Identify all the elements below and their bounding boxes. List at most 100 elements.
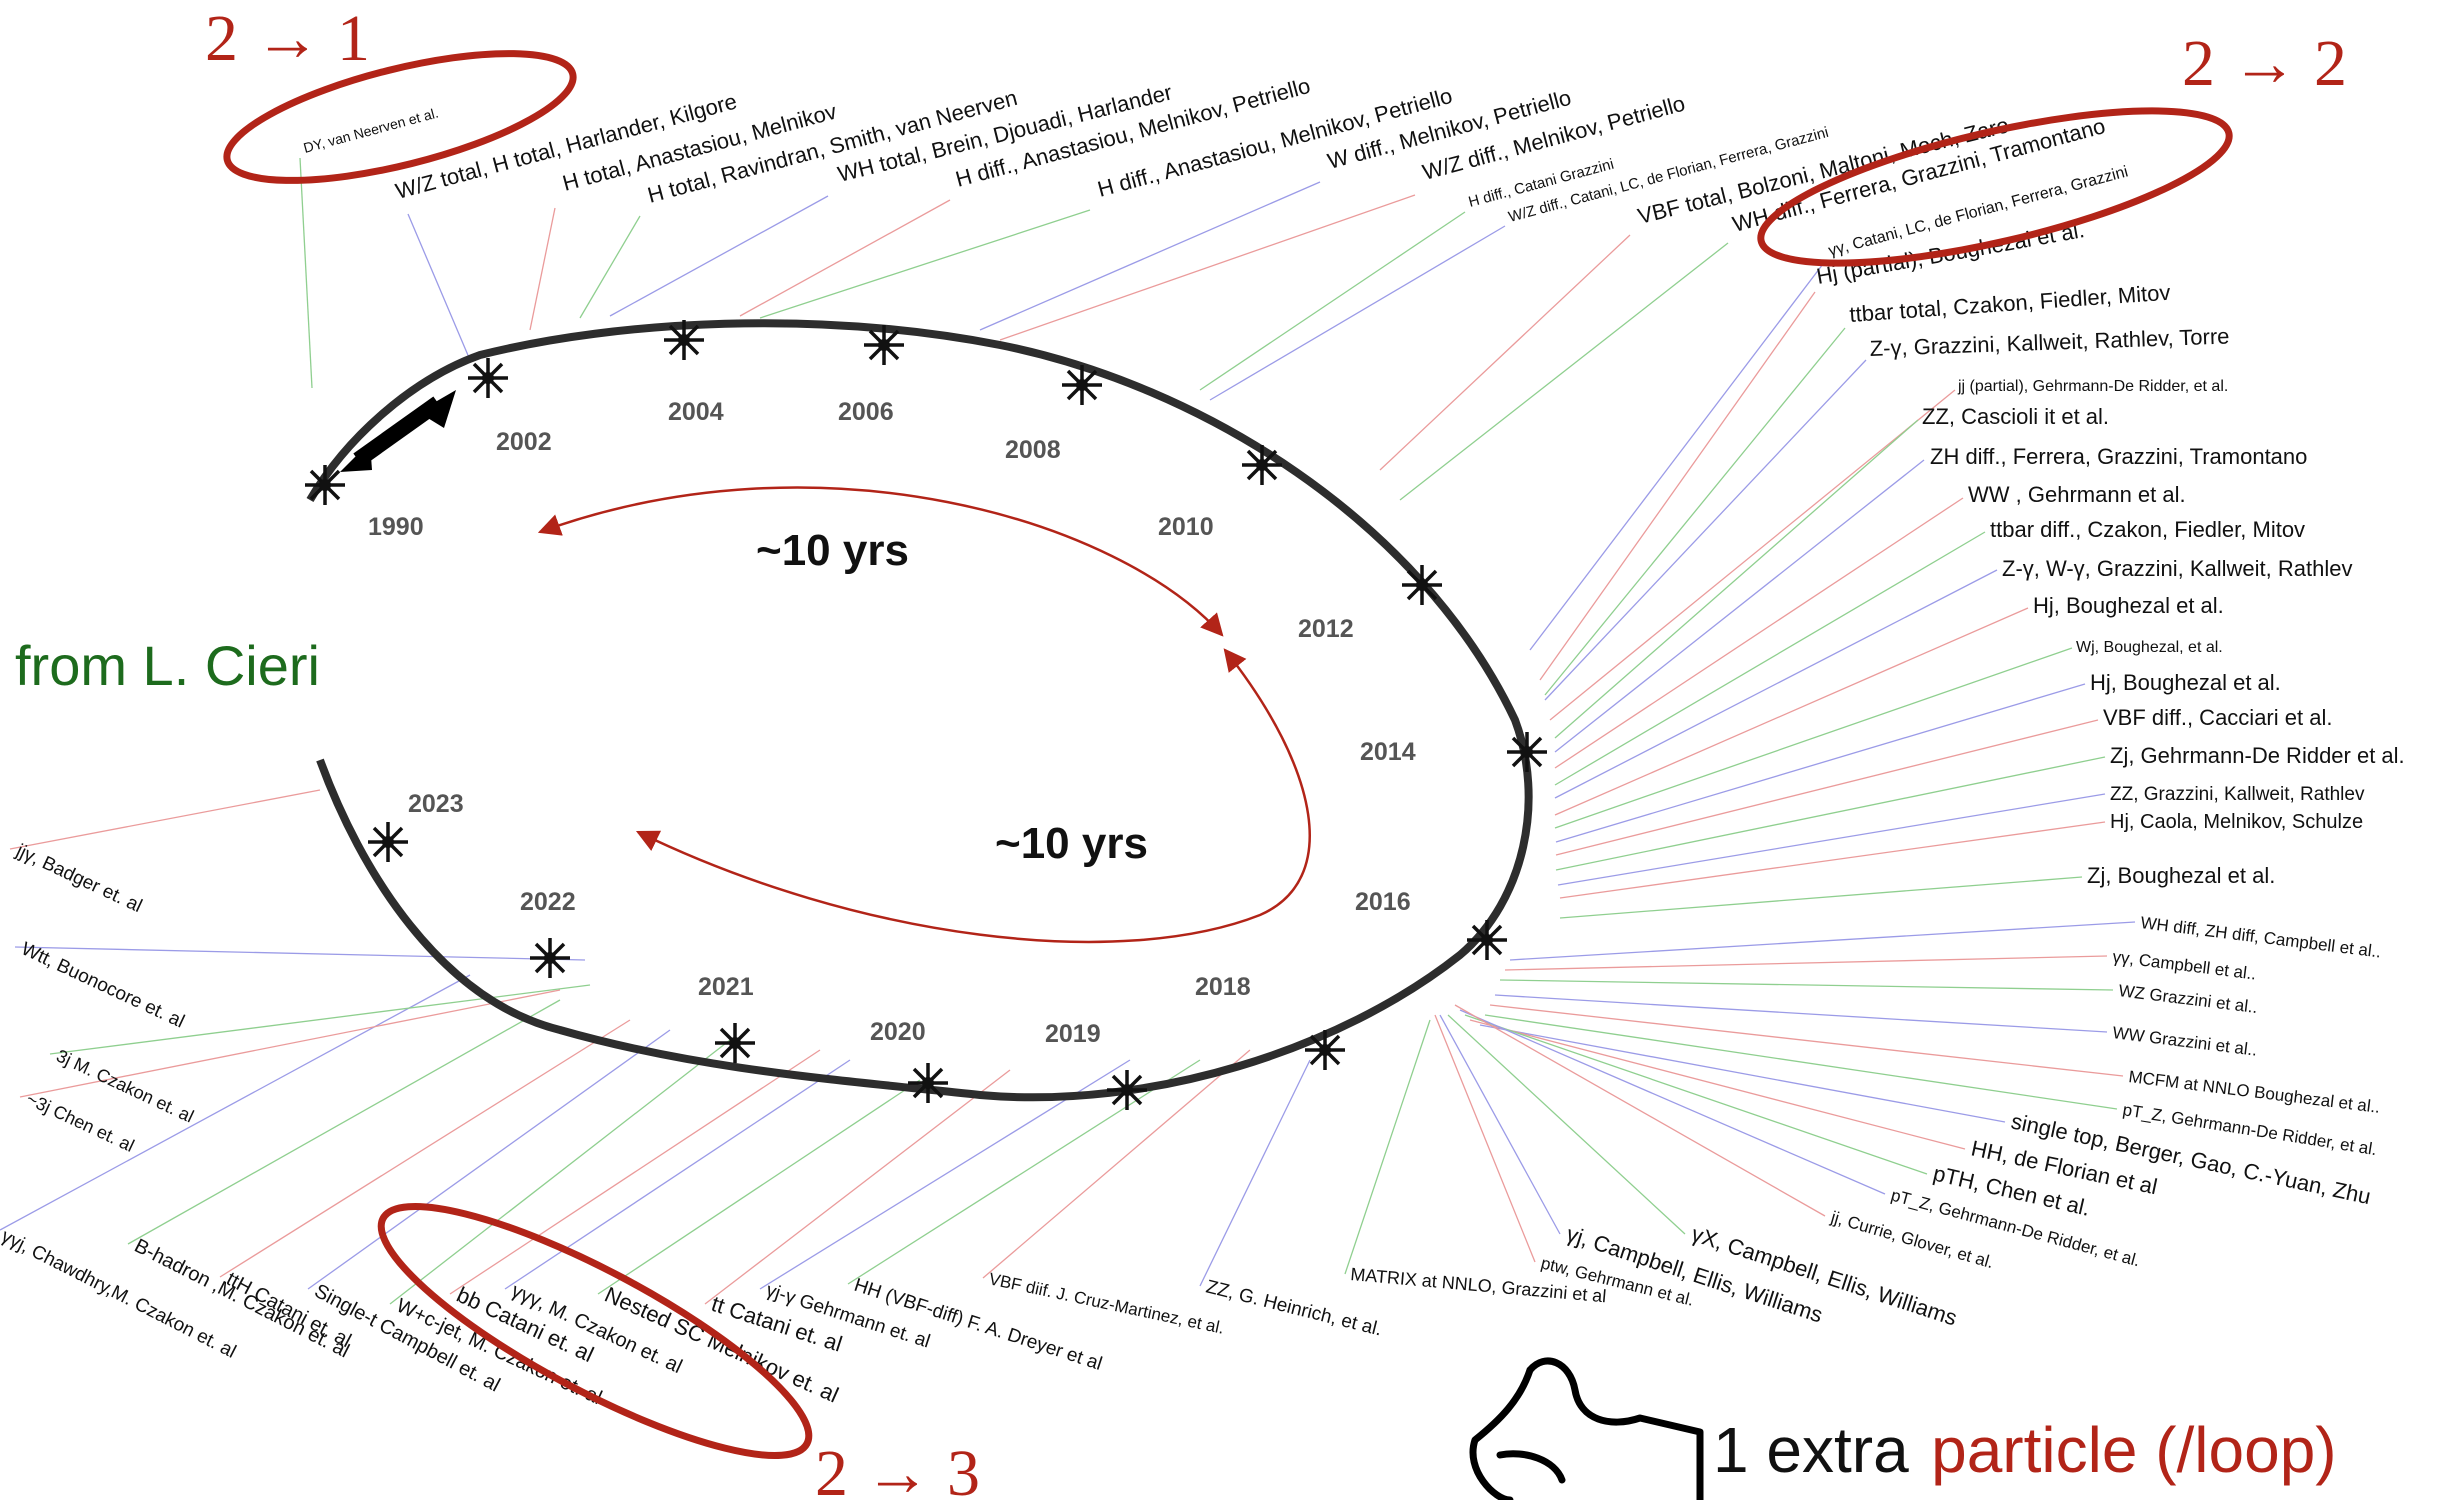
star-marker-2012 <box>1400 563 1444 607</box>
year-label: 2004 <box>668 398 724 426</box>
connector-line <box>1529 259 1827 651</box>
footnote-black: 1 extra <box>1713 1414 1909 1486</box>
connector-line <box>704 1069 1011 1305</box>
year-labels: 1990 2002 2004 2006 2008 2010 2012 2014 … <box>368 398 1416 1048</box>
connector-line <box>19 989 561 1098</box>
year-label: 2021 <box>698 973 754 1001</box>
transition-label-2to1: 2 → 1 <box>205 2 370 75</box>
star-marker-2006 <box>862 323 906 367</box>
connector-line <box>1344 1019 1431 1275</box>
connector-line <box>407 213 471 361</box>
connector-line <box>979 181 1321 331</box>
calculation-label: WW Grazzini et al.. <box>2112 1023 2259 1060</box>
year-label: 2019 <box>1045 1020 1101 1048</box>
connector-line <box>1209 225 1506 401</box>
span-label-upper: ~10 yrs <box>756 526 909 575</box>
year-label: 2014 <box>1360 738 1416 766</box>
year-label: 2023 <box>408 790 464 818</box>
connector-line <box>1554 607 2029 816</box>
connector-line <box>1459 1009 1886 1195</box>
connector-line <box>1559 821 2106 899</box>
connector-line <box>1489 1004 2124 1077</box>
star-marker-2008 <box>1060 363 1104 407</box>
span-arrow-lower <box>635 648 1311 944</box>
calculation-label: ZH diff., Ferrera, Grazzini, Tramontano <box>1930 444 2307 469</box>
year-label: 2020 <box>870 1018 926 1046</box>
connector-line <box>1439 1014 1561 1235</box>
connector-line <box>597 1079 921 1295</box>
connector-line <box>1554 419 1919 739</box>
connector-line <box>9 789 321 850</box>
credit-text: from L. Cieri <box>15 634 320 697</box>
connector-line <box>307 1029 671 1290</box>
connector-line <box>982 1049 1251 1279</box>
calculation-label: ttbar diff., Czakon, Fiedler, Mitov <box>1990 517 2305 542</box>
year-label: 1990 <box>368 513 424 541</box>
calculation-label: γγj, Chawdhry,M. Czakon et. al <box>0 1226 239 1363</box>
star-marker-2018 <box>1303 1028 1347 1072</box>
calculation-label: ZZ, Cascioli it et al. <box>1922 404 2109 429</box>
star-marker-2020 <box>906 1061 950 1105</box>
calculation-label: Hj, Boughezal et al. <box>2090 670 2281 695</box>
connector-line <box>14 946 586 961</box>
span-arrow-upper <box>537 486 1224 637</box>
year-label: 2010 <box>1158 513 1214 541</box>
pointing-hand-icon <box>1469 1357 1704 1500</box>
calculation-label: jj (partial), Gehrmann-De Ridder, et al. <box>1957 378 2228 395</box>
connector-line <box>1447 1014 1686 1235</box>
span-label-lower: ~10 yrs <box>995 819 1148 868</box>
star-marker-2014 <box>1505 730 1549 774</box>
connector-line <box>1554 569 1998 799</box>
footnote-red: particle (/loop) <box>1931 1414 2337 1486</box>
connector-line <box>0 974 471 1231</box>
calculation-label: Hj, Boughezal et al. <box>2033 593 2224 618</box>
star-marker-2021 <box>713 1021 757 1065</box>
connector-line <box>579 215 641 319</box>
connector-line <box>1539 291 1816 681</box>
calculation-label: ttbar total, Czakon, Fiedler, Mitov <box>1849 280 2172 327</box>
connector-line <box>49 984 591 1055</box>
calculation-label: jjγ, Badger et. al <box>12 840 145 917</box>
span-arrows <box>537 486 1311 944</box>
connector-line <box>1434 1014 1536 1263</box>
connector-line <box>847 1059 1201 1285</box>
calculation-label: ZZ, G. Heinrich, et al. <box>1204 1276 1384 1340</box>
connector-lines <box>0 157 2136 1305</box>
star-marker-1990 <box>303 463 347 507</box>
connector-line <box>1484 1014 2118 1110</box>
year-label: 2012 <box>1298 615 1354 643</box>
star-marker-2016 <box>1465 918 1509 962</box>
calculation-label: DY, van Neerven et al. <box>302 104 440 155</box>
connector-line <box>759 209 1091 319</box>
star-marker-2010 <box>1240 443 1284 487</box>
highlight-ellipses <box>223 50 2233 1460</box>
connector-line <box>1454 1004 1826 1217</box>
calculation-label: WW , Gehrmann et al. <box>1968 482 2186 507</box>
connector-line <box>739 199 951 317</box>
transition-label-2to3: 2 → 3 <box>815 1437 980 1500</box>
calculation-label: Z-γ, W-γ, Grazzini, Kallweit, Rathlev <box>2002 556 2352 581</box>
year-label: 2018 <box>1195 973 1251 1001</box>
connector-line <box>1554 459 1925 753</box>
calculation-label: ~3j Chen et. al <box>23 1088 137 1155</box>
connector-line <box>1479 1024 2006 1123</box>
connector-line <box>1544 359 1867 701</box>
spiral-path <box>306 319 1533 1102</box>
connector-line <box>1544 327 1846 696</box>
connector-line <box>1549 389 1956 721</box>
calculation-label: WZ Grazzini et al.. <box>2118 981 2259 1017</box>
connector-line <box>389 1039 731 1305</box>
calculation-label: ZZ, Grazzini, Kallweit, Rathlev <box>2110 784 2365 805</box>
footnote-text: 1 extra particle (/loop) <box>1713 1414 2337 1486</box>
connector-line <box>1504 955 2108 971</box>
connector-line <box>999 194 1416 341</box>
connector-line <box>1555 719 2099 856</box>
connector-line <box>1559 876 2083 919</box>
calculation-label: Zj, Gehrmann-De Ridder et al. <box>2110 743 2405 768</box>
calculation-label: Zj, Boughezal et al. <box>2087 863 2275 888</box>
calculation-label: Hj, Caola, Melnikov, Schulze <box>2110 811 2363 833</box>
connector-line <box>1499 979 2114 991</box>
connector-line <box>127 999 561 1245</box>
year-label: 2016 <box>1355 888 1411 916</box>
